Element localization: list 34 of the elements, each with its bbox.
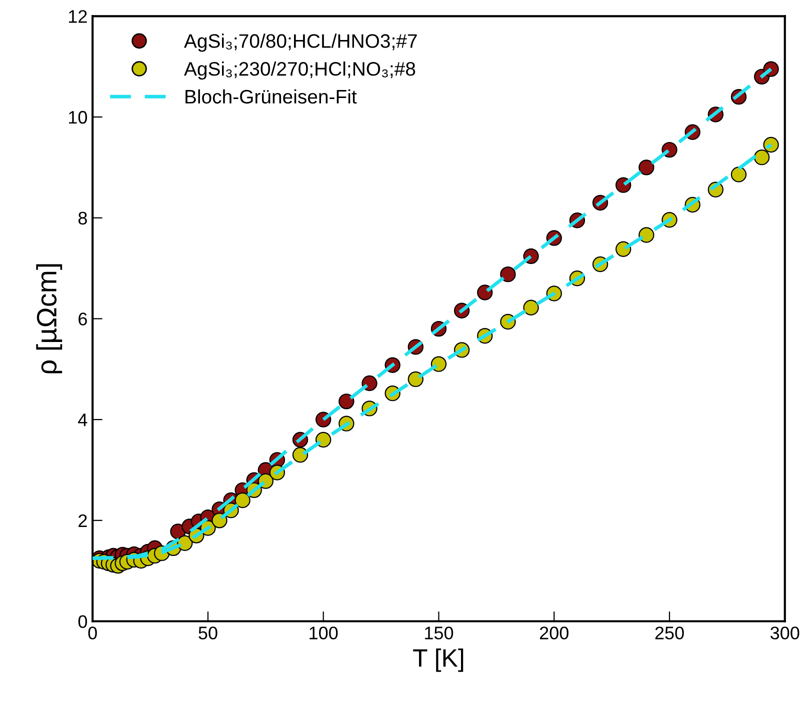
y-tick-label: 0 <box>78 615 88 628</box>
y-tick-label: 6 <box>78 312 87 326</box>
y-tick-label: 8 <box>78 212 87 225</box>
x-tick-label: 0 <box>88 626 97 640</box>
point <box>638 227 654 243</box>
point <box>430 356 447 372</box>
x-tick-label: 50 <box>198 626 218 640</box>
x-tick-label: 200 <box>540 626 568 640</box>
point <box>292 447 308 463</box>
point <box>362 375 378 392</box>
y-tick-label: 12 <box>69 10 87 23</box>
legend-label: AgSi₃;230/270;HCl;NO₃;#8 <box>184 61 416 80</box>
y-axis-title: ρ [µΩcm] <box>36 264 62 374</box>
legend-label: AgSi₃;70/80;HCL/HNO3;#7 <box>184 34 417 52</box>
point <box>212 512 228 528</box>
legend-label: Bloch-Grüneisen-Fit <box>186 89 357 104</box>
point <box>338 394 354 410</box>
point <box>638 160 654 176</box>
x-tick-label: 100 <box>310 626 338 640</box>
point <box>500 266 516 282</box>
y-tick-label: 4 <box>78 414 88 426</box>
point <box>234 492 250 508</box>
point <box>730 166 747 182</box>
point <box>408 371 424 388</box>
point <box>477 284 493 300</box>
y-tick-label: 10 <box>69 110 88 124</box>
x-tick-label: 150 <box>425 626 454 640</box>
x-axis-title: T [K] <box>413 648 464 672</box>
point <box>523 300 539 316</box>
point <box>316 432 332 448</box>
x-tick-label: 250 <box>655 626 684 640</box>
y-tick-label: 2 <box>78 514 87 527</box>
point <box>754 150 770 166</box>
x-tick-label: 300 <box>770 626 800 640</box>
